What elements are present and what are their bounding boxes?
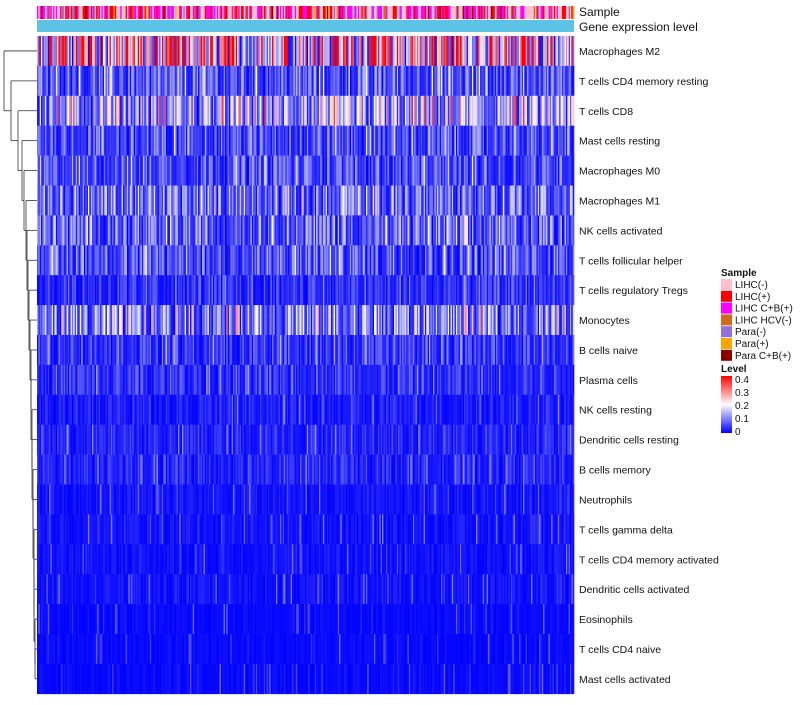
heatmap-cells [37, 36, 574, 694]
heatmap-cell [573, 245, 575, 275]
heatmap-cell [573, 186, 575, 216]
heatmap-cell [573, 215, 575, 245]
heatmap-cell [573, 36, 575, 66]
heatmap-cell [573, 275, 575, 305]
column-annotation-bars [37, 6, 574, 32]
heatmap-cell [573, 305, 575, 335]
sample-annotation-cell [573, 6, 575, 19]
heatmap-cell [573, 66, 575, 96]
heatmap-cell [573, 96, 575, 126]
heatmap-cell [573, 335, 575, 365]
heatmap-cell [573, 126, 575, 156]
row-dendrogram [4, 51, 37, 679]
heatmap-cell [573, 156, 575, 186]
gene-expression-annotation-bar [37, 20, 574, 32]
